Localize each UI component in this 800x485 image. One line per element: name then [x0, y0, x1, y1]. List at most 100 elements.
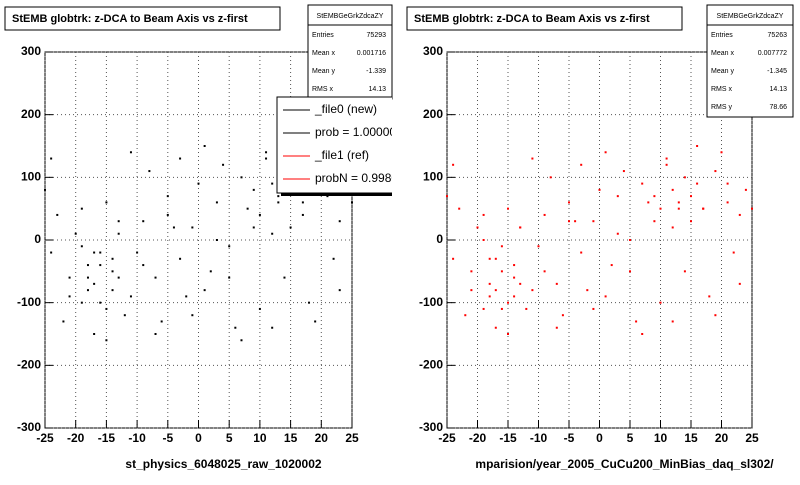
- point: [549, 176, 552, 179]
- point: [136, 251, 139, 254]
- point: [622, 170, 625, 173]
- point: [283, 276, 286, 279]
- stats-box: [307, 4, 393, 100]
- chart-title: StEMB globtrk: z-DCA to Beam Axis vs z-f…: [414, 13, 650, 25]
- y-tick-label: 0: [34, 232, 41, 246]
- point: [117, 276, 120, 279]
- point: [215, 201, 218, 204]
- title-box: [4, 6, 281, 31]
- legend-label: _file0 (new): [314, 102, 377, 116]
- stats-label: Entries: [312, 32, 334, 39]
- stats-label: RMS x: [711, 86, 733, 93]
- point: [690, 220, 692, 223]
- point: [482, 239, 485, 241]
- point: [172, 226, 175, 229]
- point: [494, 289, 497, 292]
- point: [494, 257, 497, 260]
- point: [586, 289, 589, 292]
- point: [258, 307, 261, 310]
- point: [301, 201, 304, 204]
- point: [513, 276, 516, 279]
- point: [604, 295, 607, 298]
- point: [561, 314, 564, 317]
- stats-label: Mean y: [711, 68, 734, 75]
- point: [86, 276, 89, 279]
- stats-value: 75263: [768, 32, 788, 39]
- point: [111, 270, 114, 273]
- point: [641, 182, 644, 185]
- stats-value: 14.13: [368, 86, 386, 93]
- point: [507, 301, 509, 304]
- point: [203, 289, 206, 292]
- x-tick-label: 10: [654, 431, 668, 445]
- stats-label: RMS y: [711, 104, 733, 111]
- x-axis-label: st_physics_6048025_raw_1020002: [125, 457, 321, 471]
- point: [228, 276, 231, 279]
- x-tick-label: 25: [745, 431, 759, 445]
- point: [464, 314, 467, 317]
- point: [671, 226, 674, 229]
- point: [592, 307, 595, 310]
- stats-label: RMS x: [312, 86, 334, 93]
- point: [142, 264, 145, 267]
- point: [129, 295, 132, 298]
- point: [744, 188, 747, 191]
- stats-value: 0.001716: [357, 50, 386, 57]
- point: [197, 182, 200, 185]
- point: [653, 220, 656, 223]
- point: [555, 282, 558, 285]
- point: [240, 339, 243, 342]
- y-tick-label: -100: [419, 295, 443, 309]
- point: [452, 163, 455, 166]
- point: [326, 195, 329, 198]
- point: [74, 232, 77, 235]
- point: [252, 226, 255, 229]
- point: [301, 213, 304, 216]
- point: [44, 188, 46, 191]
- point: [659, 301, 662, 304]
- point: [519, 226, 522, 229]
- point: [568, 201, 570, 204]
- point: [446, 195, 448, 198]
- point: [277, 201, 280, 204]
- point: [476, 226, 479, 229]
- point: [525, 307, 528, 310]
- point: [142, 220, 145, 223]
- point: [677, 201, 680, 204]
- point: [751, 207, 753, 210]
- y-tick-label: 100: [423, 170, 443, 184]
- point: [271, 182, 274, 185]
- x-tick-label: 10: [253, 431, 267, 445]
- point: [616, 232, 619, 235]
- point: [671, 188, 674, 191]
- point: [604, 151, 607, 154]
- y-tick-label: -300: [17, 420, 41, 434]
- point: [488, 295, 491, 298]
- legend-label: probN = 0.99806: [315, 171, 405, 185]
- y-tick-label: 200: [423, 107, 443, 121]
- point: [289, 226, 292, 229]
- title-box: [406, 6, 683, 31]
- x-tick-label: 25: [345, 431, 359, 445]
- point: [166, 195, 169, 198]
- point: [677, 207, 680, 210]
- x-tick-label: -5: [162, 431, 173, 445]
- point: [117, 220, 120, 223]
- point: [191, 314, 194, 317]
- x-tick-label: -20: [469, 431, 487, 445]
- point: [738, 213, 741, 216]
- x-tick-label: -10: [128, 431, 146, 445]
- point: [732, 251, 735, 254]
- point: [68, 295, 71, 298]
- point: [690, 195, 692, 198]
- y-tick-label: -200: [419, 358, 443, 372]
- x-axis-label: mparision/year_2005_CuCu200_MinBias_daq_…: [475, 457, 774, 471]
- point: [234, 326, 237, 329]
- point: [507, 207, 509, 210]
- point: [513, 264, 516, 267]
- point: [513, 295, 516, 298]
- x-tick-label: -15: [499, 431, 517, 445]
- x-tick-label: 0: [195, 431, 202, 445]
- point: [519, 282, 522, 285]
- point: [246, 207, 249, 210]
